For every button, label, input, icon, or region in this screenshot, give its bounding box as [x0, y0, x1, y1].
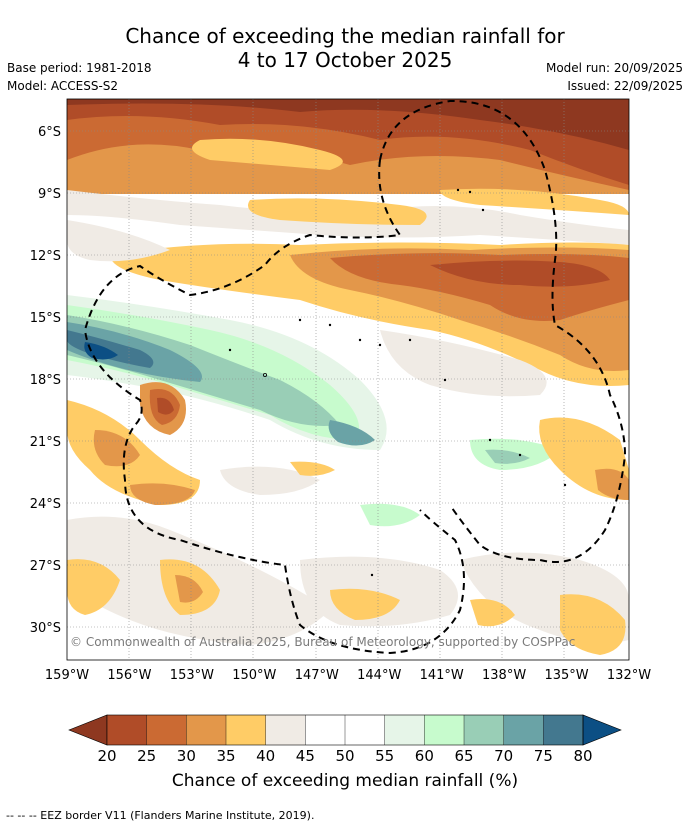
- map-frame: [66, 98, 630, 661]
- longitude-labels: 159°W 156°W 153°W 150°W 147°W 144°W 141°W 138°W…: [45, 668, 651, 683]
- colorbar-tick-label: 80: [573, 747, 592, 765]
- lat-label: 12°S: [30, 249, 61, 264]
- colorbar-segment: [107, 715, 147, 745]
- lat-label: 6°S: [38, 125, 61, 140]
- base-period: Base period: 1981-2018: [7, 61, 152, 75]
- copyright-notice: © Commonwealth of Australia 2025, Bureau…: [70, 635, 576, 649]
- colorbar-tick-label: 20: [97, 747, 116, 765]
- colorbar-segment: [345, 715, 385, 745]
- lon-label: 156°W: [107, 668, 151, 683]
- colorbar-tick-label: 30: [177, 747, 196, 765]
- colorbar-segment: [543, 715, 583, 745]
- lon-label: 132°W: [607, 668, 651, 683]
- colorbar-segment: [464, 715, 504, 745]
- colorbar-segment: [226, 715, 266, 745]
- colorbar-segment: [384, 715, 425, 745]
- colorbar-tick-label: 50: [335, 747, 354, 765]
- lon-label: 138°W: [482, 668, 526, 683]
- graticule: [67, 99, 629, 660]
- lon-label: 141°W: [420, 668, 464, 683]
- issued-date: Issued: 22/09/2025: [567, 79, 683, 93]
- model-name: Model: ACCESS-S2: [7, 79, 119, 93]
- colorbar-tick-label: 60: [415, 747, 434, 765]
- colorbar-tick-label: 40: [256, 747, 275, 765]
- islands: [228, 188, 567, 577]
- lon-label: 144°W: [357, 668, 401, 683]
- colorbar-label: Chance of exceeding median rainfall (%): [171, 771, 519, 791]
- lon-label: 135°W: [544, 668, 588, 683]
- colorbar-segment: [265, 715, 306, 745]
- lat-label: 18°S: [30, 373, 61, 388]
- colorbar-segment: [146, 715, 187, 745]
- colorbar: 20 25 30 35 40 45 50 55 60 65 70 75 80: [68, 714, 622, 765]
- lon-label: 150°W: [232, 668, 276, 683]
- colorbar-tick-label: 25: [137, 747, 156, 765]
- lat-label: 27°S: [30, 559, 61, 574]
- lat-label: 30°S: [30, 621, 61, 636]
- colorbar-high-arrow: [582, 714, 622, 746]
- colorbar-tick-label: 70: [494, 747, 513, 765]
- colorbar-tick-label: 55: [375, 747, 394, 765]
- title-line-2: 4 to 17 October 2025: [237, 48, 453, 72]
- colorbar-segment: [305, 715, 345, 745]
- colorbar-tick-label: 35: [216, 747, 235, 765]
- latitude-labels: 6°S 9°S 12°S 15°S 18°S 21°S 24°S 27°S 30°S: [30, 125, 61, 636]
- colorbar-tick-label: 45: [296, 747, 315, 765]
- colorbar-segment: [424, 715, 464, 745]
- colorbar-low-arrow: [68, 714, 108, 746]
- title-line-1: Chance of exceeding the median rainfall …: [125, 24, 565, 48]
- lat-label: 21°S: [30, 435, 61, 450]
- lat-label: 9°S: [38, 187, 61, 202]
- lon-label: 153°W: [170, 668, 214, 683]
- colorbar-tick-label: 65: [454, 747, 473, 765]
- eez-legend-footer: -- -- -- EEZ border V11 (Flanders Marine…: [6, 809, 315, 822]
- rainfall-probability-field: [67, 99, 629, 660]
- colorbar-segment: [186, 715, 226, 745]
- lon-label: 147°W: [295, 668, 339, 683]
- colorbar-segment: [503, 715, 544, 745]
- model-run: Model run: 20/09/2025: [545, 61, 683, 75]
- lat-label: 24°S: [30, 497, 61, 512]
- eez-border: [83, 99, 627, 655]
- lat-label: 15°S: [30, 311, 61, 326]
- lon-label: 159°W: [45, 668, 89, 683]
- colorbar-tick-label: 75: [534, 747, 553, 765]
